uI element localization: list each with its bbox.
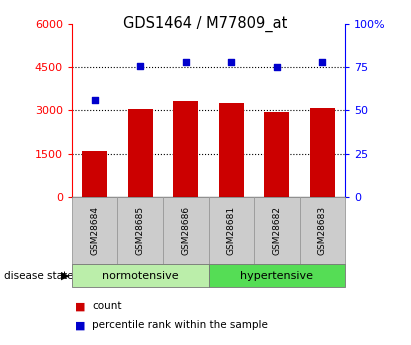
Text: count: count [92, 302, 122, 311]
Text: percentile rank within the sample: percentile rank within the sample [92, 321, 268, 330]
Text: GSM28685: GSM28685 [136, 206, 145, 255]
Text: disease state: disease state [4, 271, 74, 280]
Point [319, 59, 326, 65]
Bar [310, 108, 335, 197]
Text: GDS1464 / M77809_at: GDS1464 / M77809_at [123, 16, 288, 32]
Point [137, 63, 143, 68]
Bar [264, 112, 289, 197]
Text: ■: ■ [75, 321, 85, 330]
Bar [82, 151, 107, 197]
Point [228, 59, 235, 65]
Text: hypertensive: hypertensive [240, 271, 314, 280]
Point [91, 97, 98, 103]
Text: GSM28682: GSM28682 [272, 206, 282, 255]
Text: GSM28686: GSM28686 [181, 206, 190, 255]
Bar [128, 109, 153, 197]
Text: GSM28681: GSM28681 [227, 206, 236, 255]
Text: normotensive: normotensive [102, 271, 178, 280]
Point [274, 65, 280, 70]
Text: ■: ■ [75, 302, 85, 311]
Point [182, 59, 189, 65]
Text: GSM28683: GSM28683 [318, 206, 327, 255]
Bar [219, 103, 244, 197]
Text: GSM28684: GSM28684 [90, 206, 99, 255]
Text: ▶: ▶ [61, 271, 69, 280]
Bar [173, 101, 199, 197]
